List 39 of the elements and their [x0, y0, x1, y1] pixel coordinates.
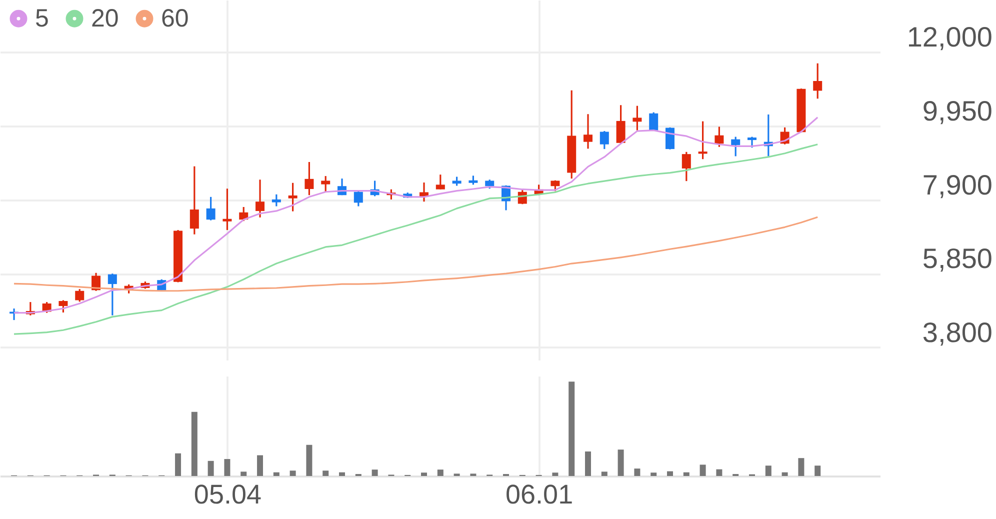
bar	[782, 472, 788, 476]
bar	[716, 469, 722, 476]
bar	[618, 450, 624, 476]
bar	[700, 464, 706, 476]
bar	[568, 382, 575, 476]
y-tick-label: 12,000	[906, 22, 992, 53]
bar	[765, 466, 772, 476]
legend-label: 60	[161, 4, 189, 33]
bar	[814, 466, 821, 476]
bar	[372, 470, 378, 476]
legend-label: 5	[35, 4, 49, 33]
bar	[585, 451, 592, 476]
bar	[290, 470, 296, 476]
bar	[601, 472, 608, 476]
bar	[224, 459, 230, 476]
y-tick-label: 5,850	[922, 243, 992, 274]
bar	[306, 444, 312, 476]
bar	[322, 470, 329, 476]
bar	[191, 412, 198, 476]
bar	[683, 472, 690, 476]
y-tick-label: 9,950	[922, 96, 992, 126]
bar	[240, 472, 247, 476]
y-tick-label: 3,800	[922, 316, 992, 348]
bar	[175, 453, 182, 476]
bar	[437, 470, 444, 476]
bar	[798, 458, 804, 476]
bar	[273, 472, 280, 476]
bar	[257, 455, 264, 476]
bar	[552, 472, 558, 476]
bar	[650, 472, 657, 476]
bar	[421, 472, 428, 476]
legend-label: 20	[91, 4, 119, 33]
y-tick-label: 7,900	[922, 169, 992, 200]
bar	[667, 471, 674, 476]
bar	[208, 460, 214, 476]
x-tick-label: 05.04	[194, 480, 262, 510]
bar	[634, 468, 640, 476]
x-tick-label: 06.01	[506, 480, 574, 510]
bar	[339, 472, 346, 476]
